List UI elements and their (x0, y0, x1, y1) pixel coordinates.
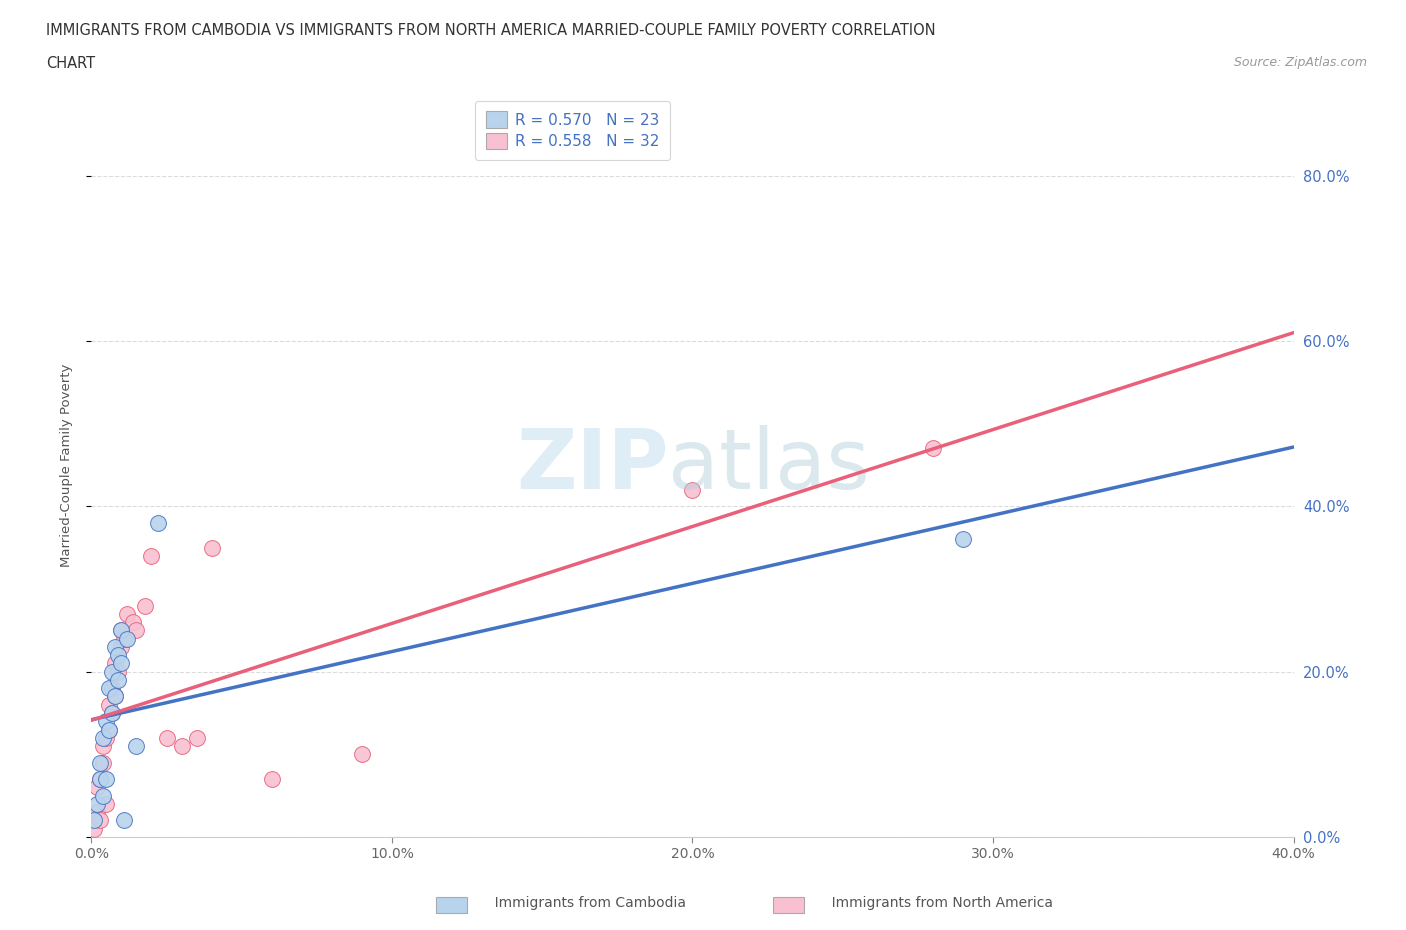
Point (141, 549, 163, 564)
Point (101, 706, 124, 721)
Point (125, 738, 148, 753)
Point (96, 730, 118, 745)
Point (83, 821, 105, 836)
Point (107, 647, 129, 662)
Point (98, 722, 121, 737)
Point (96, 796, 118, 811)
Point (89, 813, 111, 828)
Point (104, 656, 127, 671)
Point (170, 738, 193, 753)
Point (104, 689, 127, 704)
Point (350, 747, 373, 762)
Point (101, 664, 124, 679)
Point (98, 681, 121, 696)
Text: ZIP: ZIP (516, 424, 668, 506)
Point (155, 730, 177, 745)
Point (110, 656, 132, 671)
Point (86, 804, 108, 819)
Point (104, 689, 127, 704)
Point (83, 813, 105, 828)
Point (681, 483, 703, 498)
Point (96, 772, 118, 787)
Point (122, 615, 145, 630)
Point (89, 772, 111, 787)
Point (125, 623, 148, 638)
Point (93, 738, 115, 753)
Point (104, 640, 127, 655)
Point (98, 698, 121, 712)
Point (922, 441, 945, 456)
Point (101, 706, 124, 721)
Text: IMMIGRANTS FROM CAMBODIA VS IMMIGRANTS FROM NORTH AMERICA MARRIED-COUPLE FAMILY : IMMIGRANTS FROM CAMBODIA VS IMMIGRANTS F… (46, 23, 936, 38)
Y-axis label: Married-Couple Family Poverty: Married-Couple Family Poverty (60, 364, 73, 566)
Text: CHART: CHART (46, 56, 96, 71)
Legend: R = 0.570   N = 23, R = 0.558   N = 32: R = 0.570 N = 23, R = 0.558 N = 32 (475, 100, 669, 160)
Text: Source: ZipAtlas.com: Source: ZipAtlas.com (1233, 56, 1367, 69)
Point (93, 755, 115, 770)
Text: Immigrants from Cambodia: Immigrants from Cambodia (464, 896, 686, 910)
Point (952, 532, 974, 547)
Point (260, 772, 283, 787)
Point (117, 631, 139, 646)
Point (93, 730, 115, 745)
Point (101, 681, 124, 696)
Point (114, 813, 136, 828)
Point (110, 623, 132, 638)
Point (146, 515, 169, 530)
Point (186, 730, 208, 745)
Point (96, 714, 118, 729)
Point (201, 540, 224, 555)
Point (110, 640, 132, 655)
Text: atlas: atlas (668, 424, 870, 506)
Point (107, 664, 129, 679)
Point (89, 755, 111, 770)
Point (98, 722, 121, 737)
Point (86, 796, 108, 811)
Point (89, 772, 111, 787)
Point (117, 606, 139, 621)
Point (110, 623, 132, 638)
Point (134, 598, 156, 613)
Point (107, 672, 129, 687)
Point (114, 631, 136, 646)
Text: Immigrants from North America: Immigrants from North America (801, 896, 1053, 910)
Point (93, 789, 115, 804)
Point (86, 780, 108, 795)
